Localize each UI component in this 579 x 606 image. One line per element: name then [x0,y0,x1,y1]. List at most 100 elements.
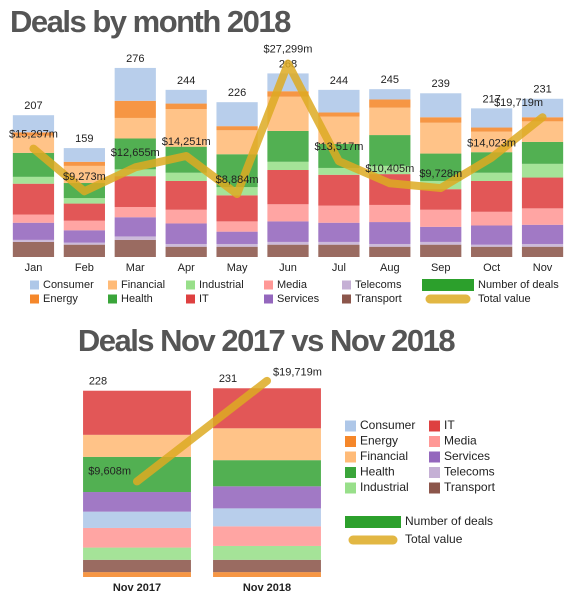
data-label: 207 [24,100,42,112]
legend-label: Transport [444,480,496,494]
bar-segment [318,167,360,175]
bar-segment [63,198,105,204]
bar-segment [267,130,309,162]
bar-segment [213,559,321,573]
bar-segment [165,209,207,224]
line-label: $14,023m [467,138,516,150]
bar-segment [267,170,309,205]
legend-label: IT [444,418,455,432]
bar-segment [471,246,513,257]
bar-segment [83,511,191,528]
bar-segment [216,126,258,131]
line-label: $19,719m [273,367,322,379]
bar-segment [114,217,156,237]
bar-segment [83,572,191,577]
bar-segment [213,428,321,461]
legend-label: Health [121,293,153,305]
bar-segment [267,241,309,245]
legend-swatch [345,420,356,432]
bar-segment [12,239,55,242]
bar-segment [471,225,513,245]
legend-swatch [429,436,440,447]
legend-swatch [429,451,440,463]
bar-segment [420,122,462,154]
line-label: $9,728m [419,168,462,180]
bar-segment [114,239,156,257]
bar-segment [216,195,258,222]
bar-segment [318,205,360,223]
line [133,376,271,486]
bar-segment [471,211,513,226]
bar-segment [267,91,309,97]
bar-segment [213,460,321,487]
legend-swatch [30,294,39,304]
bar-segment [369,135,411,166]
bar-segment [420,241,462,245]
x-tick-label: Jun [279,262,297,274]
bar-segment [213,572,321,577]
legend-label: Telecoms [355,279,402,291]
bar-segment [12,115,55,133]
x-tick-label: Apr [178,262,195,274]
bar-segment [216,246,258,257]
data-label: 244 [330,75,348,87]
bar-segment [114,67,156,101]
bar-segment [369,204,411,223]
bar-segment [267,244,309,257]
legend-label: Financial [121,279,165,291]
bar-segment [213,486,321,509]
bar-segment [369,99,411,108]
bar-segment [213,545,321,560]
bar-segment [12,176,55,184]
x-tick-label: Feb [75,262,94,274]
bar-segment [114,117,156,139]
bar-segment [420,189,462,210]
bar-segment [521,141,564,164]
bar-segment [318,222,360,242]
legend-label: Total value [478,293,531,305]
line-label: $9,608m [88,465,131,477]
x-tick-label: Mar [126,262,145,274]
legend-swatch [264,294,273,304]
bar-segment [12,135,55,153]
bar-segment [420,93,462,118]
bar-segment [471,244,513,247]
bar-segment [83,492,191,512]
x-tick-label: Nov [533,262,553,274]
bar-segment [216,130,258,155]
bar-segment [521,246,564,257]
chart-title: Deals by month 2018 [10,4,291,39]
legend-label: Energy [43,293,78,305]
bar-segment [165,103,207,110]
legend-label: Consumer [360,418,415,432]
bar-segment [369,165,411,175]
legend-swatch [345,436,356,447]
bar-segment [216,102,258,127]
bar-segment [213,508,321,527]
legend-swatch [345,467,356,478]
data-label: 159 [75,133,93,145]
bar-segment [521,243,564,247]
line-label: $15,297m [9,129,58,141]
line [29,59,547,199]
bar-segment [165,246,207,257]
bar-segment [12,183,55,215]
legend-label: Telecoms [444,465,495,479]
legend-label: IT [199,293,209,305]
legend-label: Health [360,465,395,479]
bar-segment [63,220,105,231]
bar-segment [521,224,564,244]
legend-label: Financial [360,449,408,463]
line-label: $8,884m [216,174,259,186]
legend-swatch [342,280,351,290]
bar-segment [369,222,411,244]
bar-segment [267,221,309,242]
bar-segment [83,456,191,493]
line-label: $12,655m [111,147,160,159]
legend-label: Media [444,434,477,448]
bar-segment [12,132,55,136]
legend-swatch [429,467,440,478]
bar-segment [369,246,411,257]
line-label: $14,251m [162,136,211,148]
